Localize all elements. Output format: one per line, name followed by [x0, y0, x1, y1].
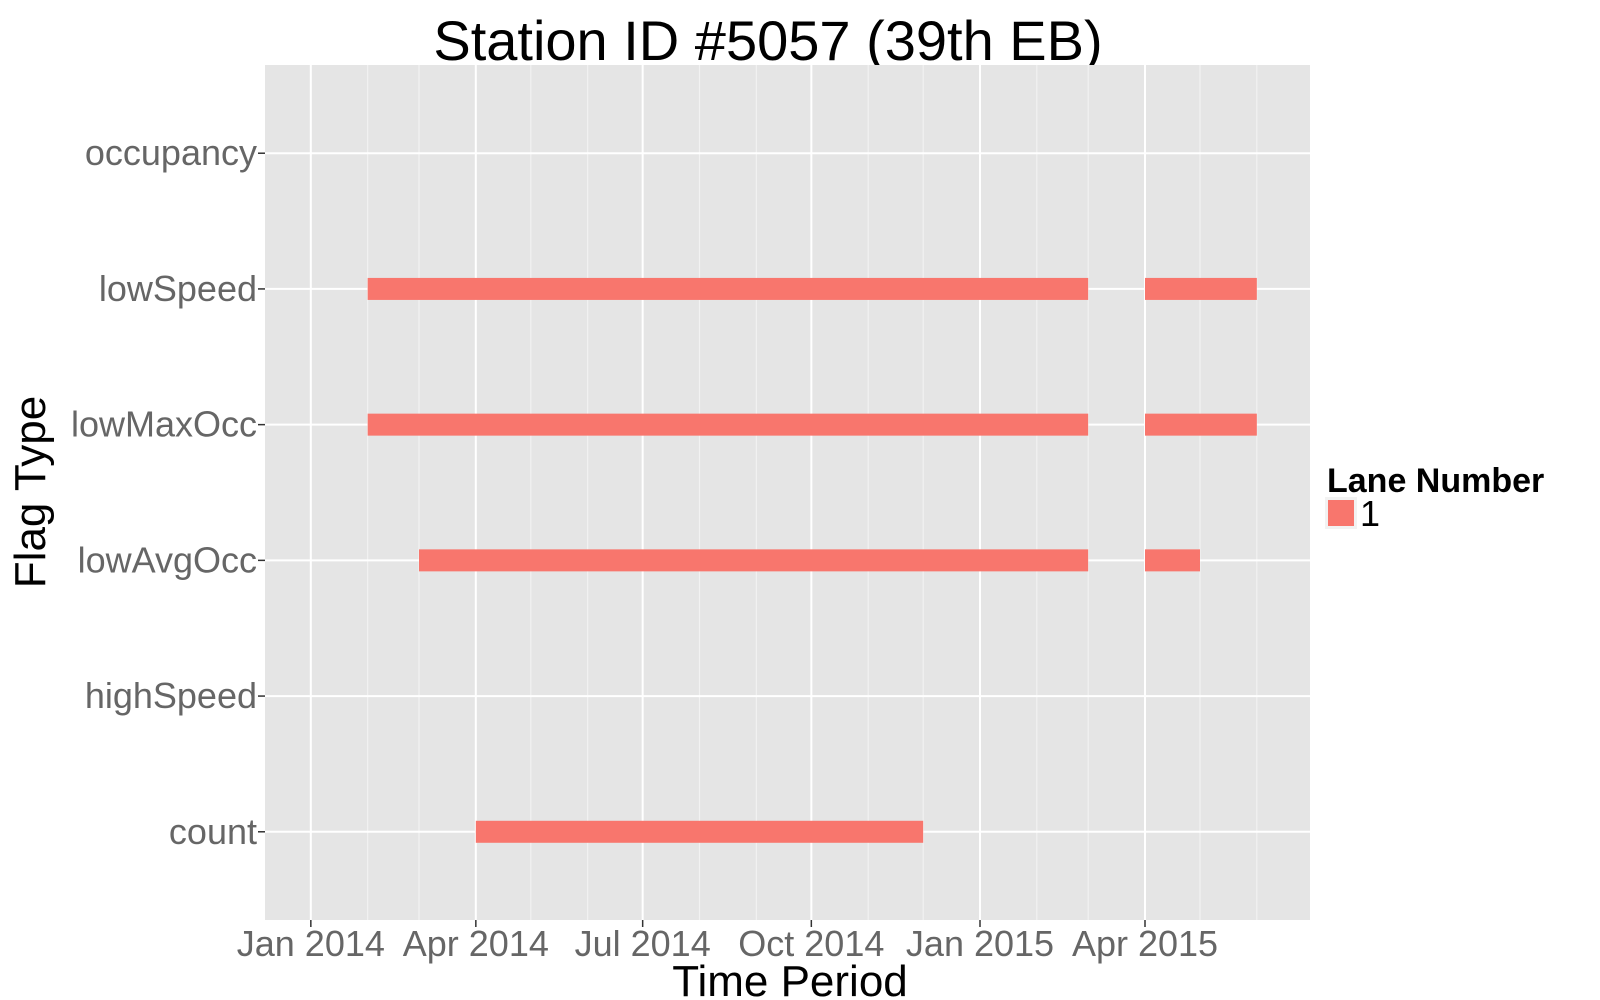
x-tick-label: Jan 2015	[906, 923, 1054, 964]
x-tick-label: Apr 2014	[403, 923, 549, 964]
bar-segment-lowMaxOcc	[1145, 413, 1257, 436]
legend-swatch	[1328, 500, 1354, 526]
x-axis: Jan 2014 Apr 2014 Jul 2014 Oct 2014 Jan 2015…	[237, 920, 1218, 964]
x-axis-title: Time Period	[672, 957, 908, 1000]
legend: Lane Number 1	[1325, 462, 1544, 534]
bar-segments	[367, 277, 1257, 843]
bar-segment-lowAvgOcc	[419, 549, 1089, 572]
plot-panel	[265, 65, 1310, 920]
y-tick-label: highSpeed	[85, 675, 257, 716]
chart-title: Station ID #5057 (39th EB)	[433, 9, 1102, 72]
bar-segment-lowSpeed	[367, 277, 1089, 300]
y-tick-label: occupancy	[85, 132, 257, 173]
bar-segment-lowSpeed	[1145, 277, 1257, 300]
x-tick-label: Jan 2014	[237, 923, 385, 964]
x-tick-label: Oct 2014	[738, 923, 884, 964]
y-tick-label: lowSpeed	[99, 268, 257, 309]
bar-segment-lowMaxOcc	[367, 413, 1089, 436]
bar-segment-count	[475, 820, 924, 843]
bar-segment-lowAvgOcc	[1145, 549, 1200, 572]
legend-label: 1	[1360, 493, 1380, 534]
x-tick-label: Jul 2014	[575, 923, 711, 964]
y-tick-label: count	[169, 811, 257, 852]
y-tick-label: lowMaxOcc	[71, 404, 257, 445]
y-tick-label: lowAvgOcc	[78, 539, 257, 580]
legend-title: Lane Number	[1327, 462, 1544, 500]
x-tick-label: Apr 2015	[1072, 923, 1218, 964]
y-axis: count highSpeed lowAvgOcc lowMaxOcc lowSpeed…	[71, 132, 265, 852]
y-axis-title: Flag Type	[6, 396, 55, 588]
